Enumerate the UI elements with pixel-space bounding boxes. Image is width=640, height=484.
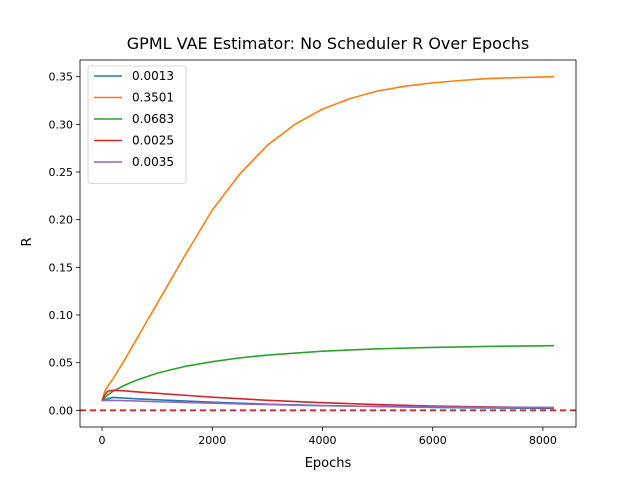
x-tick-label: 4000 (308, 434, 336, 447)
y-axis-label: R (20, 237, 35, 246)
y-tick-label: 0.20 (49, 214, 74, 227)
y-tick-label: 0.10 (49, 309, 74, 322)
y-tick-label: 0.25 (49, 166, 74, 179)
x-tick-label: 0 (99, 434, 106, 447)
axis-ticks: 0 2000 4000 6000 8000 0.00 0.05 0.10 0.15 0.20 0.2… (49, 71, 557, 447)
x-tick-label: 2000 (198, 434, 226, 447)
x-tick-label: 6000 (419, 434, 447, 447)
legend-label: 0.3501 (132, 91, 174, 105)
y-tick-label: 0.00 (49, 404, 74, 417)
series-line (101, 389, 554, 409)
legend-box (87, 65, 187, 184)
plot-frame (79, 59, 577, 428)
series-line (101, 399, 554, 409)
legend-label: 0.0683 (132, 112, 174, 126)
legend-label: 0.0035 (132, 155, 174, 169)
y-tick-label: 0.15 (49, 261, 74, 274)
chart-title: GPML VAE Estimator: No Scheduler R Over … (127, 34, 529, 53)
legend-label: 0.0013 (132, 69, 174, 83)
legend: 0.0013 0.3501 0.0683 0.0025 0.0035 (87, 65, 187, 184)
series-line (101, 344, 554, 402)
y-tick-label: 0.30 (49, 118, 74, 131)
plot-area (79, 59, 577, 428)
x-tick-label: 8000 (529, 434, 557, 447)
x-axis-label: Epochs (305, 456, 352, 471)
legend-label: 0.0025 (132, 134, 174, 148)
y-tick-label: 0.35 (49, 71, 74, 84)
series-line (101, 75, 554, 402)
y-tick-label: 0.05 (49, 357, 74, 370)
